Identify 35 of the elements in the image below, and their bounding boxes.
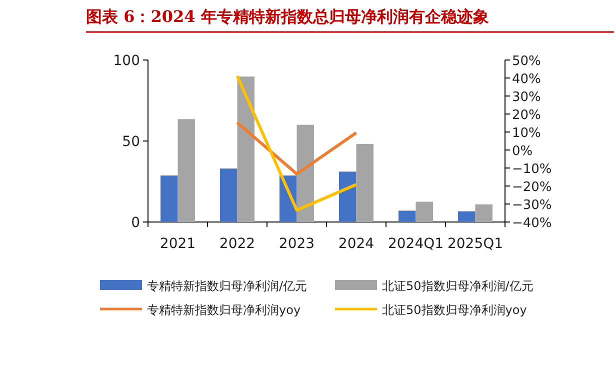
- legend-label: 专精特新指数归母净利润/亿元: [147, 279, 308, 293]
- legend-label: 北证50指数归母净利润yoy: [382, 303, 527, 317]
- x-tick-label: 2022: [219, 236, 256, 252]
- y2-tick-label: −10%: [512, 162, 552, 177]
- y2-tick-label: 30%: [512, 90, 541, 105]
- bar: [398, 210, 416, 222]
- y-tick-label: 0: [131, 215, 140, 231]
- y-tick-label: 50: [122, 134, 140, 150]
- bar: [160, 176, 178, 222]
- y2-tick-label: −30%: [512, 198, 552, 213]
- y2-tick-label: 0%: [512, 144, 533, 159]
- x-tick-label: 2021: [160, 236, 196, 252]
- y2-tick-label: 40%: [512, 72, 541, 87]
- bar: [356, 144, 374, 222]
- y-tick-label: 100: [113, 53, 140, 69]
- legend-label: 专精特新指数归母净利润yoy: [147, 303, 301, 317]
- x-tick-label: 2024Q1: [388, 236, 444, 252]
- y2-tick-label: 10%: [512, 126, 541, 141]
- y2-tick-label: 20%: [512, 108, 541, 123]
- bar: [296, 124, 314, 222]
- bar: [178, 119, 196, 222]
- legend-label: 北证50指数归母净利润/亿元: [382, 279, 534, 293]
- chart-title: 图表 6：2024 年专精特新指数总归母净利润有企稳迹象: [86, 7, 489, 26]
- bar: [458, 211, 476, 222]
- x-tick-label: 2025Q1: [447, 236, 504, 252]
- bar: [220, 168, 238, 222]
- x-tick-label: 2023: [278, 236, 315, 252]
- y2-tick-label: 50%: [512, 54, 541, 69]
- bar: [338, 172, 356, 222]
- y2-tick-label: −40%: [512, 216, 552, 231]
- bar: [237, 76, 255, 222]
- x-tick-label: 2024: [338, 236, 374, 252]
- bar: [416, 202, 434, 222]
- bar: [475, 204, 493, 222]
- y2-tick-label: −20%: [512, 180, 552, 195]
